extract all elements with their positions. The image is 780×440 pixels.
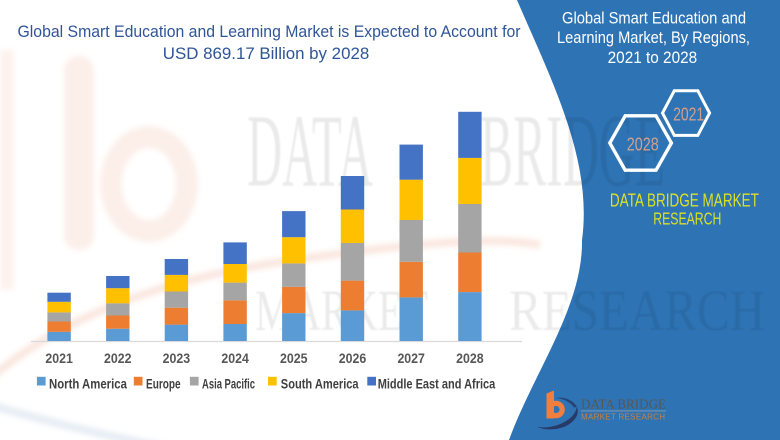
svg-text:BRIDGE: BRIDGE <box>480 94 665 209</box>
svg-text:DATA BRIDGE MARKET: DATA BRIDGE MARKET <box>610 191 759 211</box>
svg-text:2023: 2023 <box>163 350 191 366</box>
svg-text:2022: 2022 <box>104 350 132 366</box>
svg-text:RESEARCH: RESEARCH <box>653 208 721 228</box>
svg-text:2028: 2028 <box>456 350 484 366</box>
svg-text:RESEARCH: RESEARCH <box>509 278 765 343</box>
svg-text:2027: 2027 <box>397 350 425 366</box>
svg-text:South America: South America <box>281 377 359 392</box>
svg-text:2024: 2024 <box>221 350 249 366</box>
svg-text:Europe: Europe <box>146 377 181 392</box>
svg-text:Global Smart Education and: Global Smart Education and <box>562 10 746 28</box>
svg-text:North America: North America <box>49 377 127 392</box>
svg-text:2028: 2028 <box>627 134 659 154</box>
svg-text:2026: 2026 <box>339 350 367 366</box>
svg-text:USD 869.17 Billion by 2028: USD 869.17 Billion by 2028 <box>163 45 370 63</box>
svg-text:2021: 2021 <box>673 104 704 125</box>
svg-text:Middle East and Africa: Middle East and Africa <box>378 377 496 392</box>
svg-text:DATA BRIDGE: DATA BRIDGE <box>581 398 666 413</box>
svg-text:Global Smart Education and Lea: Global Smart Education and Learning Mark… <box>18 23 521 41</box>
svg-text:Learning Market, By Regions,: Learning Market, By Regions, <box>557 29 750 47</box>
svg-text:2021: 2021 <box>45 350 73 366</box>
svg-text:2025: 2025 <box>280 350 308 366</box>
svg-text:MARKET RESEARCH: MARKET RESEARCH <box>581 413 665 422</box>
svg-text:2021 to 2028: 2021 to 2028 <box>608 49 698 67</box>
svg-text:Asia Pacific: Asia Pacific <box>202 377 255 392</box>
